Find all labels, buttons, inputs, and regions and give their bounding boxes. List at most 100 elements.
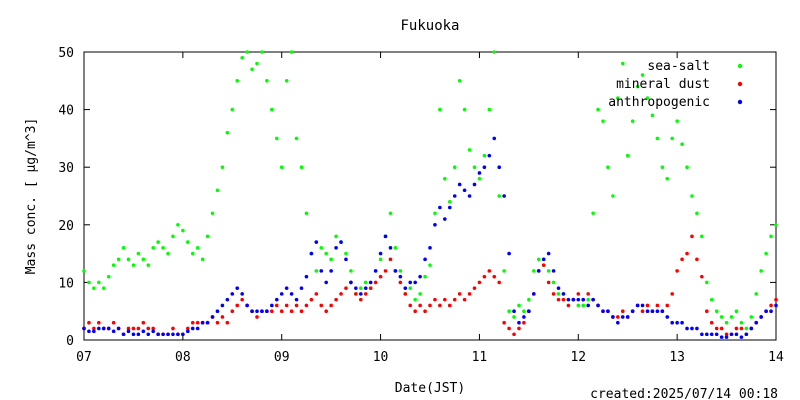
- y-tick-label: 10: [58, 276, 74, 291]
- data-point: [334, 246, 338, 250]
- data-point: [611, 194, 615, 198]
- data-point: [314, 240, 319, 244]
- data-point: [349, 269, 353, 273]
- data-point: [477, 280, 482, 285]
- data-point: [339, 240, 343, 244]
- data-point: [329, 303, 333, 308]
- data-point: [279, 292, 284, 296]
- data-point: [200, 320, 205, 325]
- data-point: [279, 165, 284, 169]
- data-point: [408, 303, 413, 308]
- data-point: [571, 297, 576, 302]
- data-point: [774, 303, 778, 308]
- data-point: [586, 292, 590, 296]
- data-point: [769, 234, 773, 239]
- data-point: [645, 96, 650, 100]
- y-tick-label: 40: [58, 104, 74, 119]
- data-point: [181, 228, 185, 233]
- data-point: [512, 332, 516, 337]
- data-point: [487, 107, 492, 112]
- legend-label: anthropogenic: [608, 95, 710, 110]
- data-point: [161, 332, 165, 337]
- data-point: [210, 211, 215, 216]
- data-point: [92, 329, 96, 334]
- data-point: [532, 269, 536, 273]
- data-point: [754, 292, 759, 296]
- data-point: [670, 292, 674, 296]
- data-point: [136, 251, 141, 256]
- data-point: [462, 297, 467, 302]
- data-point: [240, 292, 244, 296]
- data-point: [438, 205, 442, 210]
- data-point: [398, 280, 403, 285]
- data-point: [87, 329, 91, 334]
- data-point: [714, 332, 719, 337]
- data-point: [284, 286, 289, 290]
- data-point: [314, 292, 319, 296]
- data-point: [665, 176, 670, 181]
- data-point: [388, 257, 393, 262]
- data-point: [235, 286, 240, 290]
- data-point: [309, 297, 314, 302]
- data-point: [443, 217, 447, 221]
- data-point: [754, 320, 759, 325]
- data-point: [225, 297, 230, 302]
- data-point: [215, 309, 220, 314]
- data-point: [329, 257, 333, 262]
- data-point: [161, 246, 165, 250]
- data-point: [700, 332, 704, 337]
- data-point: [156, 240, 160, 244]
- data-point: [250, 309, 254, 314]
- legend-marker: [737, 81, 743, 87]
- data-point: [210, 315, 215, 319]
- data-point: [759, 269, 763, 273]
- data-point: [620, 315, 625, 319]
- data-point: [645, 303, 650, 308]
- data-point: [457, 182, 462, 187]
- data-point: [433, 297, 437, 302]
- data-point: [497, 194, 502, 198]
- data-point: [576, 303, 581, 308]
- data-point: [171, 234, 175, 239]
- data-point: [566, 297, 571, 302]
- data-point: [418, 292, 422, 296]
- data-point: [131, 326, 136, 331]
- legend-label: sea-salt: [647, 59, 710, 74]
- data-point: [443, 176, 447, 181]
- data-point: [709, 332, 714, 337]
- data-point: [87, 320, 91, 325]
- data-point: [260, 50, 264, 54]
- data-point: [690, 194, 694, 198]
- data-point: [606, 165, 610, 169]
- data-point: [230, 292, 235, 296]
- data-point: [373, 269, 378, 273]
- data-point: [749, 326, 754, 331]
- data-point: [388, 246, 393, 250]
- legend-marker: [737, 63, 743, 69]
- data-point: [700, 274, 704, 279]
- data-point: [739, 320, 744, 325]
- data-point: [729, 332, 734, 337]
- series-sea-salt: [82, 50, 778, 331]
- x-axis-label: Date(JST): [395, 381, 465, 396]
- data-point: [685, 326, 689, 331]
- data-point: [457, 79, 462, 83]
- data-point: [472, 286, 477, 290]
- data-point: [620, 61, 625, 66]
- data-point: [522, 315, 526, 319]
- data-point: [482, 165, 487, 169]
- data-point: [705, 280, 709, 285]
- data-point: [270, 107, 274, 112]
- data-point: [334, 297, 338, 302]
- data-point: [452, 194, 457, 198]
- data-point: [655, 309, 660, 314]
- data-point: [309, 251, 314, 256]
- data-point: [260, 309, 264, 314]
- data-point: [606, 309, 610, 314]
- data-point: [230, 309, 235, 314]
- data-point: [349, 280, 353, 285]
- data-point: [359, 292, 363, 296]
- data-point: [334, 234, 338, 239]
- data-point: [522, 309, 526, 314]
- data-point: [695, 257, 699, 262]
